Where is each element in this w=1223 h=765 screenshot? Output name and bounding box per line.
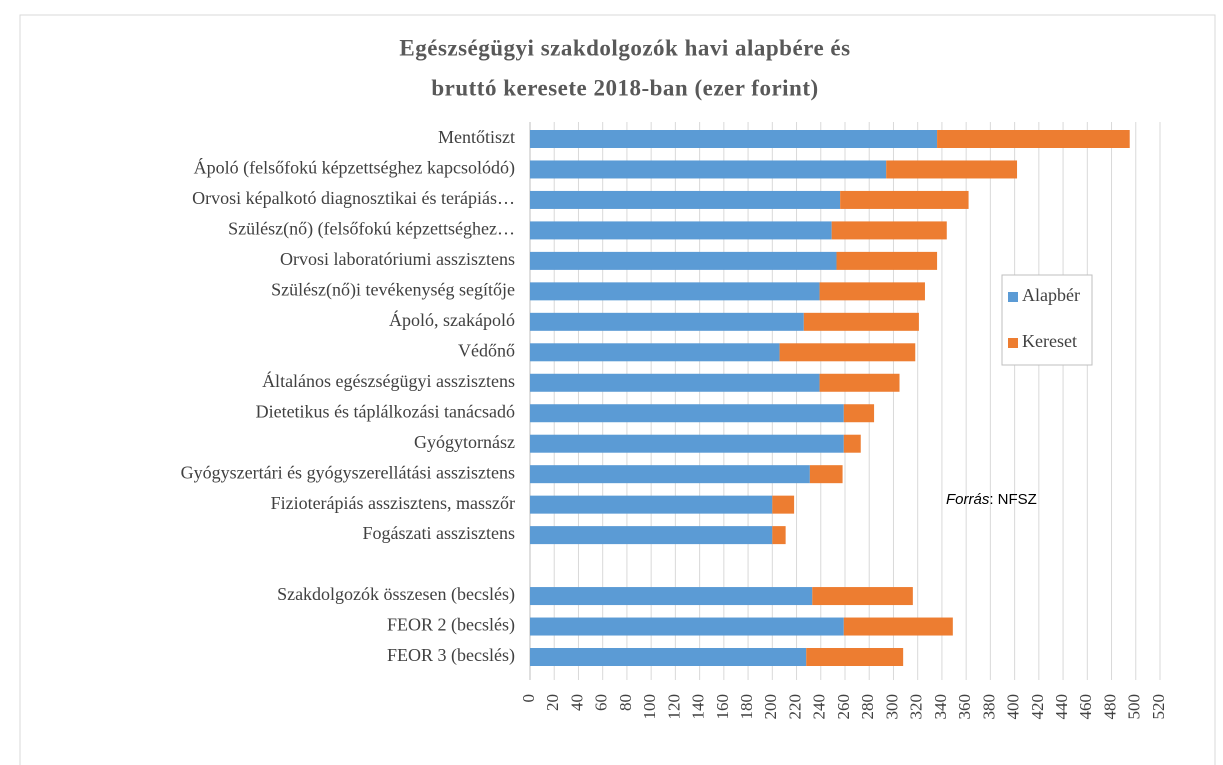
x-tick-label: 380	[979, 694, 998, 720]
bar	[843, 434, 861, 453]
bar	[530, 434, 844, 453]
bar	[530, 221, 832, 240]
y-tick-label: Gyógytornász	[414, 432, 515, 452]
x-tick-label: 420	[1028, 694, 1047, 720]
bar	[772, 526, 786, 545]
bar	[772, 495, 795, 514]
y-tick-label: Ápoló, szakápoló	[389, 309, 515, 330]
bar	[836, 251, 938, 270]
x-tick-label: 360	[955, 694, 974, 720]
x-tick-label: 40	[567, 694, 586, 711]
y-tick-label: Szakdolgozók összesen (becslés)	[277, 584, 515, 605]
x-tick-label: 460	[1076, 694, 1095, 720]
chart-title: Egészségügyi szakdolgozók havi alapbére …	[399, 35, 850, 60]
bar	[819, 373, 900, 392]
annotation-rest: : NFSZ	[989, 491, 1037, 508]
x-tick-label: 440	[1052, 694, 1071, 720]
x-tick-label: 260	[834, 694, 853, 720]
bar	[530, 587, 813, 606]
bar	[530, 617, 844, 636]
bar	[530, 495, 773, 514]
bar	[843, 617, 953, 636]
y-tick-label: Dietetikus és táplálkozási tanácsadó	[256, 401, 515, 421]
x-tick-label: 480	[1100, 694, 1119, 720]
bar	[843, 404, 875, 423]
x-tick-label: 20	[543, 694, 562, 711]
y-tick-label: Orvosi képalkotó diagnosztikai és terápi…	[192, 188, 515, 208]
bar	[831, 221, 947, 240]
bar	[937, 130, 1130, 148]
legend-box	[1001, 274, 1093, 366]
legend-swatch	[1008, 338, 1018, 348]
x-tick-label: 120	[664, 694, 683, 720]
grid	[529, 122, 1161, 680]
x-tick-label: 60	[592, 694, 611, 711]
y-tick-label: Szülész(nő) (felsőfokú képzettséghez…	[228, 219, 515, 240]
x-tick-label: 220	[785, 694, 804, 720]
y-tick-label: Gyógyszertári és gyógyszerellátási asszi…	[181, 462, 515, 482]
x-tick-label: 520	[1149, 694, 1168, 720]
y-tick-label: Általános egészségügyi asszisztens	[262, 370, 515, 391]
bar	[806, 648, 904, 666]
x-tick-label: 140	[689, 694, 708, 720]
x-tick-label: 0	[519, 694, 538, 703]
y-tick-label: FEOR 2 (becslés)	[387, 615, 515, 636]
bar	[840, 190, 969, 209]
bar	[530, 343, 780, 362]
x-tick-label: 300	[882, 694, 901, 720]
x-tick-label: 180	[737, 694, 756, 720]
bar	[886, 160, 1018, 179]
bar	[779, 343, 916, 362]
x-tick-label: 280	[858, 694, 877, 720]
x-tick-label: 320	[907, 694, 926, 720]
y-tick-label: Fizioterápiás asszisztens, masszőr	[271, 493, 515, 513]
bar	[530, 282, 820, 301]
x-tick-label: 500	[1125, 694, 1144, 720]
bar	[812, 587, 913, 606]
x-tick-label: 340	[931, 694, 950, 720]
bar	[530, 404, 844, 423]
y-tick-label: Ápoló (felsőfokú képzettséghez kapcsolód…	[194, 157, 515, 179]
legend-label: Alapbér	[1022, 285, 1080, 305]
y-tick-label: Fogászati asszisztens	[363, 523, 515, 543]
y-tick-label: Védőnő	[458, 340, 515, 360]
annotation-italic: Forrás	[946, 491, 990, 508]
y-tick-label: Mentőtiszt	[438, 127, 515, 147]
bar	[803, 312, 919, 331]
chart-title: bruttó keresete 2018-ban (ezer forint)	[431, 75, 818, 100]
bar	[530, 130, 938, 148]
x-tick-label: 400	[1004, 694, 1023, 720]
bar	[530, 190, 841, 209]
x-tick-label: 80	[616, 694, 635, 711]
bar	[530, 648, 807, 666]
x-tick-label: 160	[713, 694, 732, 720]
bar	[809, 465, 843, 484]
chart-border	[19, 14, 1216, 765]
x-tick-label: 200	[761, 694, 780, 720]
bar	[530, 251, 837, 270]
bar	[530, 465, 810, 484]
bar	[530, 312, 804, 331]
x-tick-label: 100	[640, 694, 659, 720]
y-tick-label: Orvosi laboratóriumi asszisztens	[280, 249, 515, 269]
y-tick-label: Szülész(nő)i tevékenység segítője	[271, 279, 515, 300]
bar	[530, 373, 820, 392]
y-tick-label: FEOR 3 (becslés)	[387, 645, 515, 666]
legend-swatch	[1008, 292, 1018, 302]
bar	[819, 282, 925, 301]
legend-label: Kereset	[1022, 331, 1077, 351]
annotation: Forrás: NFSZ	[946, 491, 1037, 508]
bar	[530, 160, 887, 179]
bar	[530, 526, 773, 545]
x-tick-label: 240	[810, 694, 829, 720]
